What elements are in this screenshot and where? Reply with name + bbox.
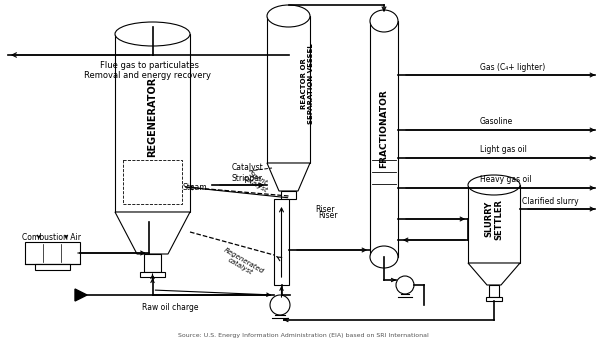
Text: Heavy gas oil: Heavy gas oil <box>480 175 531 184</box>
Text: Source: U.S. Energy Information Administration (EIA) based on SRI International: Source: U.S. Energy Information Administ… <box>178 333 428 339</box>
Ellipse shape <box>370 246 398 268</box>
Bar <box>274 199 289 285</box>
Bar <box>489 285 499 297</box>
Bar <box>25 242 80 264</box>
Bar <box>281 191 296 199</box>
Text: Clarified slurry: Clarified slurry <box>522 197 579 206</box>
Bar <box>35 264 70 270</box>
Text: REACTOR OR
SEPARATION VESSEL: REACTOR OR SEPARATION VESSEL <box>301 44 314 124</box>
Ellipse shape <box>270 295 290 315</box>
Text: Raw oil charge: Raw oil charge <box>142 303 198 312</box>
Bar <box>370 21 398 257</box>
Text: Regenerated
catalyst: Regenerated catalyst <box>219 247 265 280</box>
Text: SLURRY
SETTLER: SLURRY SETTLER <box>484 198 504 239</box>
Bar <box>123 160 182 204</box>
Polygon shape <box>115 212 190 254</box>
Ellipse shape <box>267 5 310 27</box>
Text: Spent
catalyst: Spent catalyst <box>241 169 272 194</box>
Text: Removal and energy recovery: Removal and energy recovery <box>84 70 211 79</box>
Polygon shape <box>267 163 310 191</box>
Bar <box>486 297 502 301</box>
Ellipse shape <box>370 10 398 32</box>
Text: Gas (C₄+ lighter): Gas (C₄+ lighter) <box>480 63 545 71</box>
Ellipse shape <box>396 276 414 294</box>
Text: Light gas oil: Light gas oil <box>480 145 527 155</box>
Text: Riser: Riser <box>315 206 335 214</box>
Text: Gasoline: Gasoline <box>480 118 513 127</box>
Bar <box>115 34 190 212</box>
Text: FRACTIONATOR: FRACTIONATOR <box>379 90 388 168</box>
Text: Riser: Riser <box>318 210 338 220</box>
Polygon shape <box>75 289 87 301</box>
Text: Steam: Steam <box>182 183 207 192</box>
Bar <box>267 16 310 163</box>
Bar <box>468 185 520 263</box>
Text: Flue gas to particulates: Flue gas to particulates <box>101 62 199 70</box>
Polygon shape <box>468 263 520 285</box>
Ellipse shape <box>468 175 520 195</box>
Bar <box>144 254 161 272</box>
Text: Catalyst
Stripper: Catalyst Stripper <box>232 163 264 183</box>
Text: REGENERATOR: REGENERATOR <box>147 77 158 157</box>
Ellipse shape <box>115 22 190 46</box>
Bar <box>140 272 165 277</box>
Text: Combustion Air: Combustion Air <box>22 234 81 242</box>
